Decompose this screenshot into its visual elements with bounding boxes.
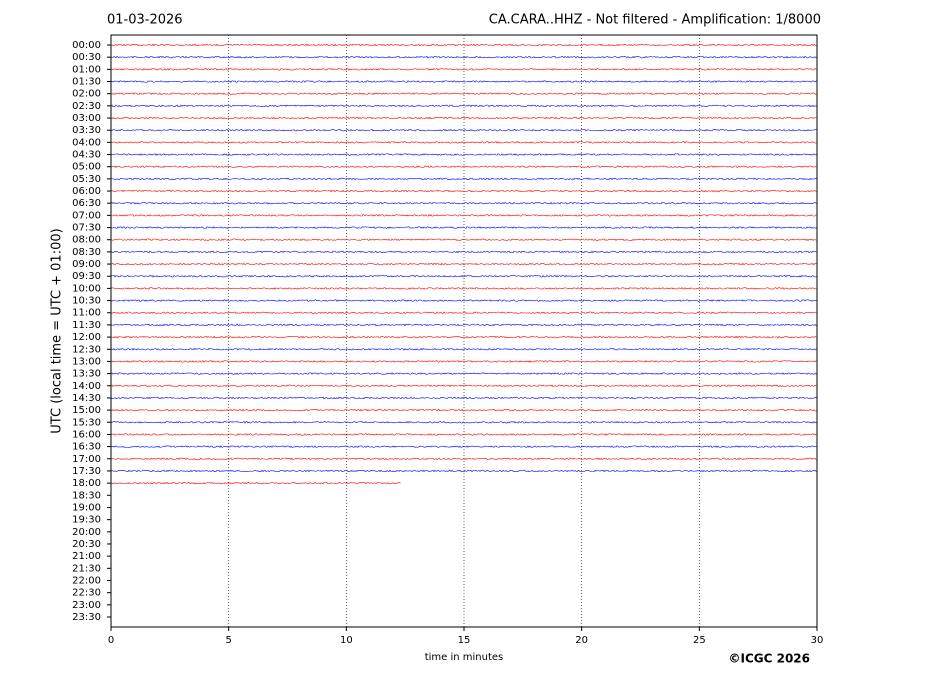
trace xyxy=(110,250,818,254)
y-tick-label: 11:00 xyxy=(72,308,101,319)
y-tick-label: 03:30 xyxy=(72,125,101,136)
trace xyxy=(110,348,818,351)
trace xyxy=(110,92,818,95)
y-tick-label: 04:00 xyxy=(72,137,101,148)
y-tick-label: 02:30 xyxy=(72,101,101,112)
y-tick-label: 05:30 xyxy=(72,174,101,185)
trace xyxy=(110,396,818,400)
trace xyxy=(110,104,818,108)
y-tick-label: 07:30 xyxy=(72,223,101,234)
trace xyxy=(110,165,818,168)
y-tick-label: 11:30 xyxy=(72,320,101,331)
x-tick-label: 15 xyxy=(458,635,471,646)
y-tick-label: 08:30 xyxy=(72,247,101,258)
trace xyxy=(110,177,818,181)
y-tick-label: 00:30 xyxy=(72,52,101,63)
trace xyxy=(110,116,818,120)
y-tick-label: 14:30 xyxy=(72,393,101,404)
y-tick-label: 18:30 xyxy=(72,490,101,501)
y-tick-label: 23:00 xyxy=(72,600,101,611)
y-tick-label: 06:00 xyxy=(72,186,101,197)
trace xyxy=(110,43,818,47)
y-tick-label: 18:00 xyxy=(72,478,101,489)
y-tick-label: 01:00 xyxy=(72,64,101,75)
trace xyxy=(110,262,818,266)
trace xyxy=(110,68,818,71)
x-tick-label: 10 xyxy=(340,635,353,646)
trace xyxy=(110,299,818,302)
trace xyxy=(110,55,818,59)
trace xyxy=(110,214,818,217)
trace xyxy=(110,323,818,327)
y-tick-label: 21:30 xyxy=(72,563,101,574)
x-tick-label: 20 xyxy=(575,635,588,646)
x-axis-label: time in minutes xyxy=(425,652,504,663)
y-tick-label: 04:30 xyxy=(72,150,101,161)
trace xyxy=(110,128,818,132)
trace xyxy=(110,238,818,242)
trace xyxy=(110,360,818,363)
y-tick-label: 23:30 xyxy=(72,612,101,623)
y-tick-label: 17:30 xyxy=(72,466,101,477)
trace xyxy=(110,141,818,144)
chart-title: 01-03-2026 xyxy=(107,13,183,28)
y-tick-label: 10:30 xyxy=(72,296,101,307)
y-tick-label: 19:30 xyxy=(72,515,101,526)
y-tick-label: 15:00 xyxy=(72,405,101,416)
x-tick-label: 25 xyxy=(693,635,706,646)
trace xyxy=(110,457,818,461)
y-tick-label: 12:00 xyxy=(72,332,101,343)
y-tick-label: 01:30 xyxy=(72,77,101,88)
y-tick-label: 13:30 xyxy=(72,369,101,380)
trace xyxy=(110,311,818,315)
trace xyxy=(110,408,818,412)
trace xyxy=(110,287,818,290)
chart-subtitle: CA.CARA..HHZ - Not filtered - Amplificat… xyxy=(489,13,821,28)
y-tick-label: 20:00 xyxy=(72,527,101,538)
y-tick-label: 20:30 xyxy=(72,539,101,550)
plot-frame xyxy=(110,34,818,628)
y-tick-label: 09:30 xyxy=(72,271,101,282)
y-tick-label: 03:00 xyxy=(72,113,101,124)
x-tick-label: 5 xyxy=(225,635,231,646)
y-tick-label: 00:00 xyxy=(72,40,101,51)
y-tick-label: 08:00 xyxy=(72,235,101,246)
trace xyxy=(110,201,818,205)
trace xyxy=(110,80,818,83)
y-axis-label: UTC (local time = UTC + 01:00) xyxy=(50,228,65,433)
trace xyxy=(110,445,818,448)
trace xyxy=(110,372,818,375)
y-tick-label: 14:00 xyxy=(72,381,101,392)
trace xyxy=(110,226,818,229)
x-tick-label: 30 xyxy=(811,635,824,646)
y-tick-label: 12:30 xyxy=(72,344,101,355)
y-tick-label: 05:00 xyxy=(72,162,101,173)
trace xyxy=(110,433,818,436)
y-tick-label: 22:30 xyxy=(72,588,101,599)
y-tick-label: 06:30 xyxy=(72,198,101,209)
y-tick-label: 21:00 xyxy=(72,551,101,562)
trace xyxy=(110,481,401,485)
y-tick-label: 13:00 xyxy=(72,356,101,367)
y-tick-label: 19:00 xyxy=(72,502,101,513)
trace xyxy=(110,274,818,278)
trace xyxy=(110,469,818,473)
y-tick-label: 09:00 xyxy=(72,259,101,270)
x-tick-label: 0 xyxy=(108,635,114,646)
trace xyxy=(110,189,818,193)
credit: ©ICGC 2026 xyxy=(728,652,810,666)
trace xyxy=(110,420,818,424)
y-tick-label: 15:30 xyxy=(72,417,101,428)
y-tick-label: 16:30 xyxy=(72,442,101,453)
trace xyxy=(110,153,818,156)
y-tick-label: 02:00 xyxy=(72,89,101,100)
y-tick-label: 22:00 xyxy=(72,575,101,586)
trace xyxy=(110,384,818,388)
y-tick-label: 16:00 xyxy=(72,429,101,440)
y-tick-label: 10:00 xyxy=(72,283,101,294)
y-tick-label: 07:00 xyxy=(72,210,101,221)
y-tick-label: 17:00 xyxy=(72,454,101,465)
trace xyxy=(110,335,818,339)
